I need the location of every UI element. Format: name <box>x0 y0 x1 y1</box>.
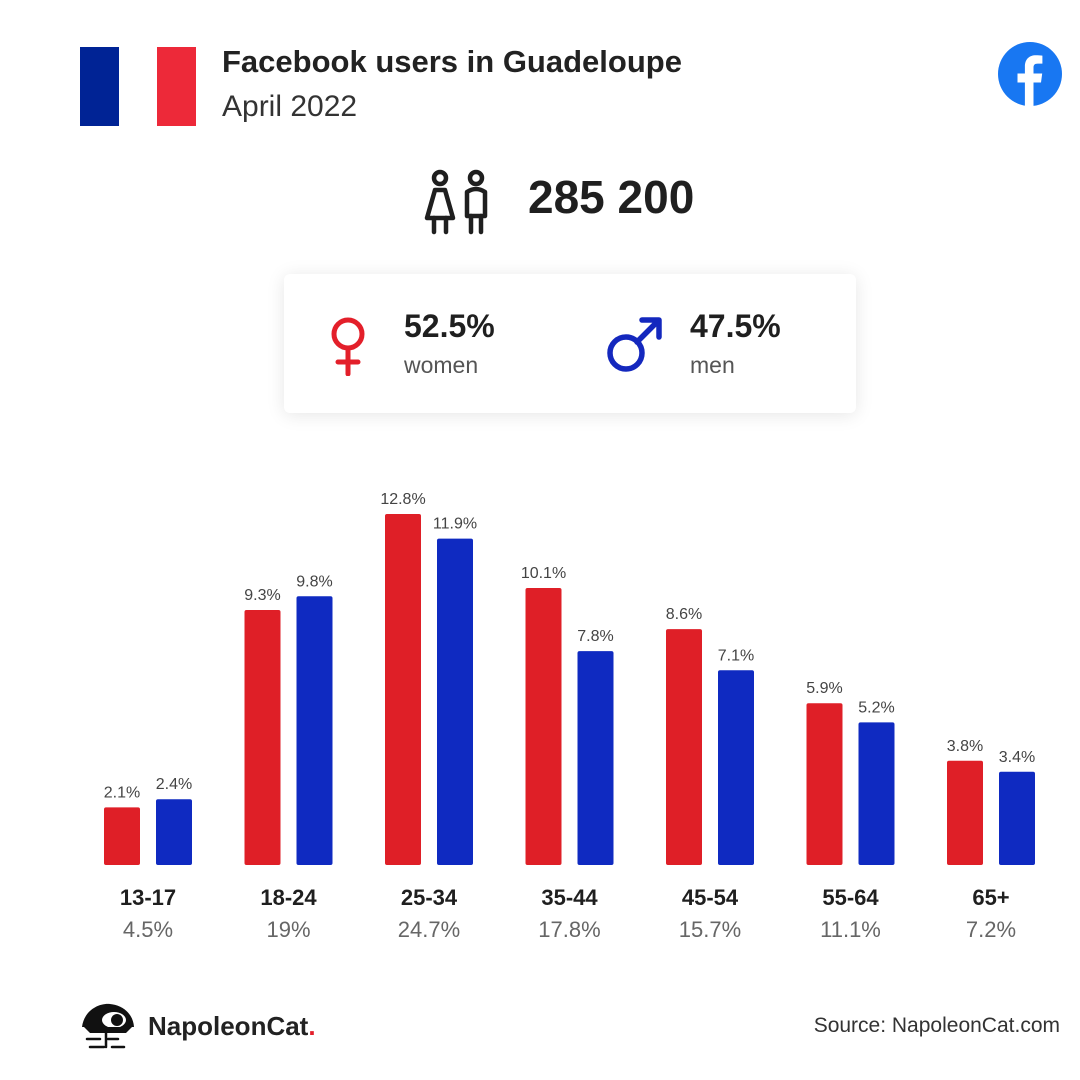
page-subtitle: April 2022 <box>222 90 358 123</box>
flag-blue-stripe <box>80 47 119 126</box>
data-label: 5.2% <box>858 699 894 716</box>
category-total: 7.2% <box>966 917 1016 942</box>
brand-dot: . <box>308 1010 316 1041</box>
data-label: 11.9% <box>433 516 477 533</box>
men-percent: 47.5% <box>690 308 781 344</box>
bar <box>244 609 281 865</box>
bar <box>525 588 562 865</box>
brand-name-text: NapoleonCat <box>148 1010 309 1041</box>
france-flag <box>80 47 197 126</box>
bar <box>858 722 895 865</box>
age-gender-bar-chart: 2.1% 2.4% 13-17 4.5% 9.3% 9.8% 18-24 19% 12.8% 11… <box>104 491 1035 942</box>
bar <box>999 771 1035 865</box>
category-label: 45-54 <box>682 885 739 910</box>
category-label: 25-34 <box>401 885 458 910</box>
flag-white-stripe <box>118 47 158 126</box>
bar <box>296 596 333 865</box>
data-label: 2.1% <box>104 784 140 801</box>
data-label: 5.9% <box>806 680 842 697</box>
gender-card: 52.5% women 47.5% men <box>284 274 856 413</box>
men-label: men <box>690 352 735 378</box>
women-label: women <box>404 352 479 378</box>
female-icon <box>331 317 365 376</box>
bar <box>437 538 473 865</box>
napoleoncat-brand: NapoleonCat. <box>78 1000 316 1052</box>
data-label: 8.6% <box>666 606 702 623</box>
category-total: 19% <box>266 917 310 942</box>
category-total: 11.1% <box>820 917 881 942</box>
data-label: 12.8% <box>380 491 425 508</box>
brand-name: NapoleonCat. <box>148 1011 316 1042</box>
data-label: 3.4% <box>999 749 1035 766</box>
page-title: Facebook users in Guadeloupe <box>222 44 682 79</box>
category-total: 15.7% <box>679 917 741 942</box>
category-label: 65+ <box>972 885 1009 910</box>
napoleoncat-logo-icon <box>82 1003 134 1049</box>
data-label: 3.8% <box>947 738 983 755</box>
bar <box>104 807 140 865</box>
category-label: 55-64 <box>822 885 879 910</box>
flag-red-stripe <box>157 47 197 126</box>
data-label: 7.1% <box>718 647 754 664</box>
bar <box>806 703 843 865</box>
bar <box>385 514 421 865</box>
category-label: 35-44 <box>541 885 598 910</box>
data-label: 7.8% <box>577 628 613 645</box>
male-icon <box>607 317 662 372</box>
category-label: 13-17 <box>120 885 176 910</box>
users-icon <box>424 169 488 235</box>
bar <box>156 799 192 865</box>
category-total: 24.7% <box>398 917 460 942</box>
category-total: 4.5% <box>123 917 173 942</box>
bar <box>577 651 614 865</box>
data-label: 9.8% <box>296 573 332 590</box>
bar <box>666 629 702 865</box>
data-label: 9.3% <box>244 587 280 604</box>
data-label: 2.4% <box>156 776 192 793</box>
facebook-icon <box>998 42 1062 106</box>
total-users: 285 200 <box>528 171 695 223</box>
women-percent: 52.5% <box>404 308 495 344</box>
data-label: 10.1% <box>521 565 566 582</box>
category-total: 17.8% <box>538 917 600 942</box>
source-text: Source: NapoleonCat.com <box>813 1014 1060 1037</box>
bar <box>947 760 983 865</box>
category-label: 18-24 <box>260 885 317 910</box>
bar <box>718 670 754 865</box>
